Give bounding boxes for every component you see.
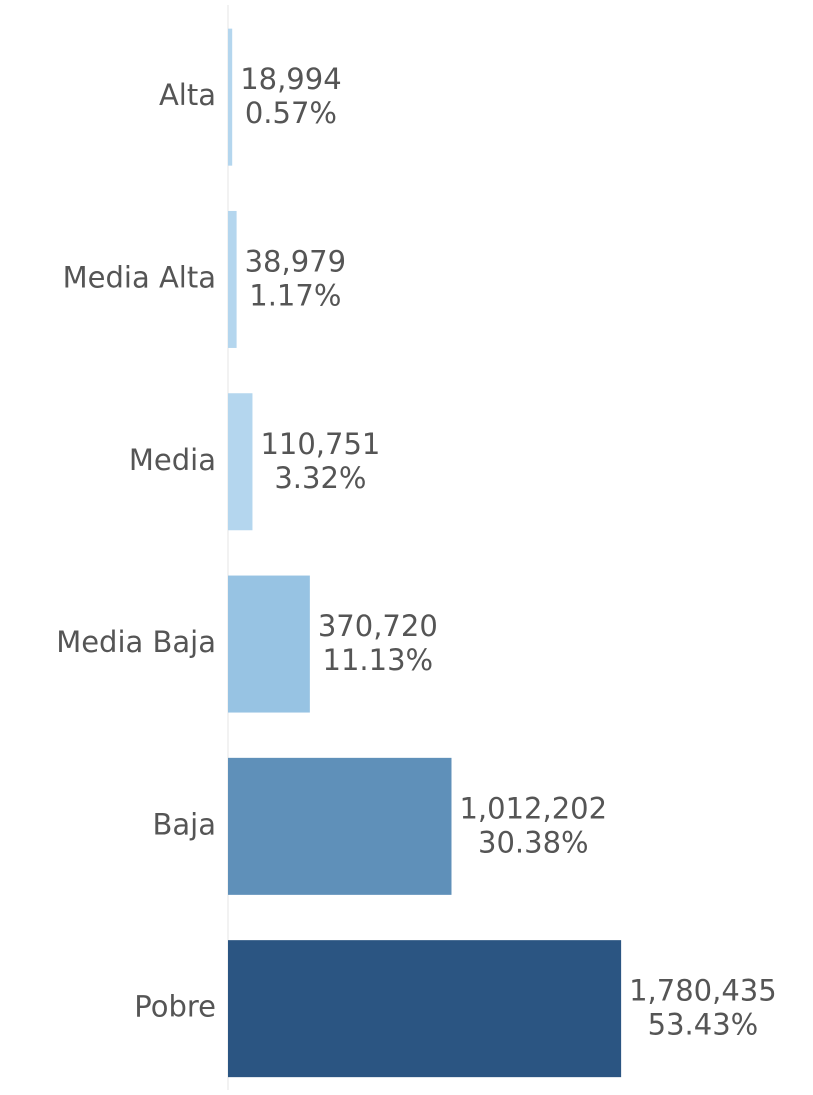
category-label: Baja xyxy=(153,807,217,841)
category-label: Media xyxy=(129,443,216,477)
share-label: 53.43% xyxy=(648,1008,759,1042)
share-label: 0.57% xyxy=(245,96,337,130)
share-label: 3.32% xyxy=(274,461,366,495)
bar xyxy=(228,940,622,1078)
value-label: 38,979 xyxy=(245,244,346,278)
category-label: Pobre xyxy=(134,990,216,1024)
category-label: Media Alta xyxy=(63,260,216,294)
value-label: 18,994 xyxy=(240,62,341,96)
share-label: 11.13% xyxy=(323,643,434,677)
value-label: 1,012,202 xyxy=(459,791,607,825)
category-label: Alta xyxy=(159,78,216,112)
share-label: 1.17% xyxy=(249,278,341,312)
share-label: 30.38% xyxy=(478,825,589,859)
bar xyxy=(228,575,310,713)
value-label: 1,780,435 xyxy=(629,974,777,1008)
bar xyxy=(228,28,233,166)
value-label: 110,751 xyxy=(260,427,380,461)
bar xyxy=(228,757,452,895)
bar xyxy=(228,393,253,531)
category-label: Media Baja xyxy=(56,625,216,659)
bar xyxy=(228,210,237,348)
value-label: 370,720 xyxy=(318,609,438,643)
